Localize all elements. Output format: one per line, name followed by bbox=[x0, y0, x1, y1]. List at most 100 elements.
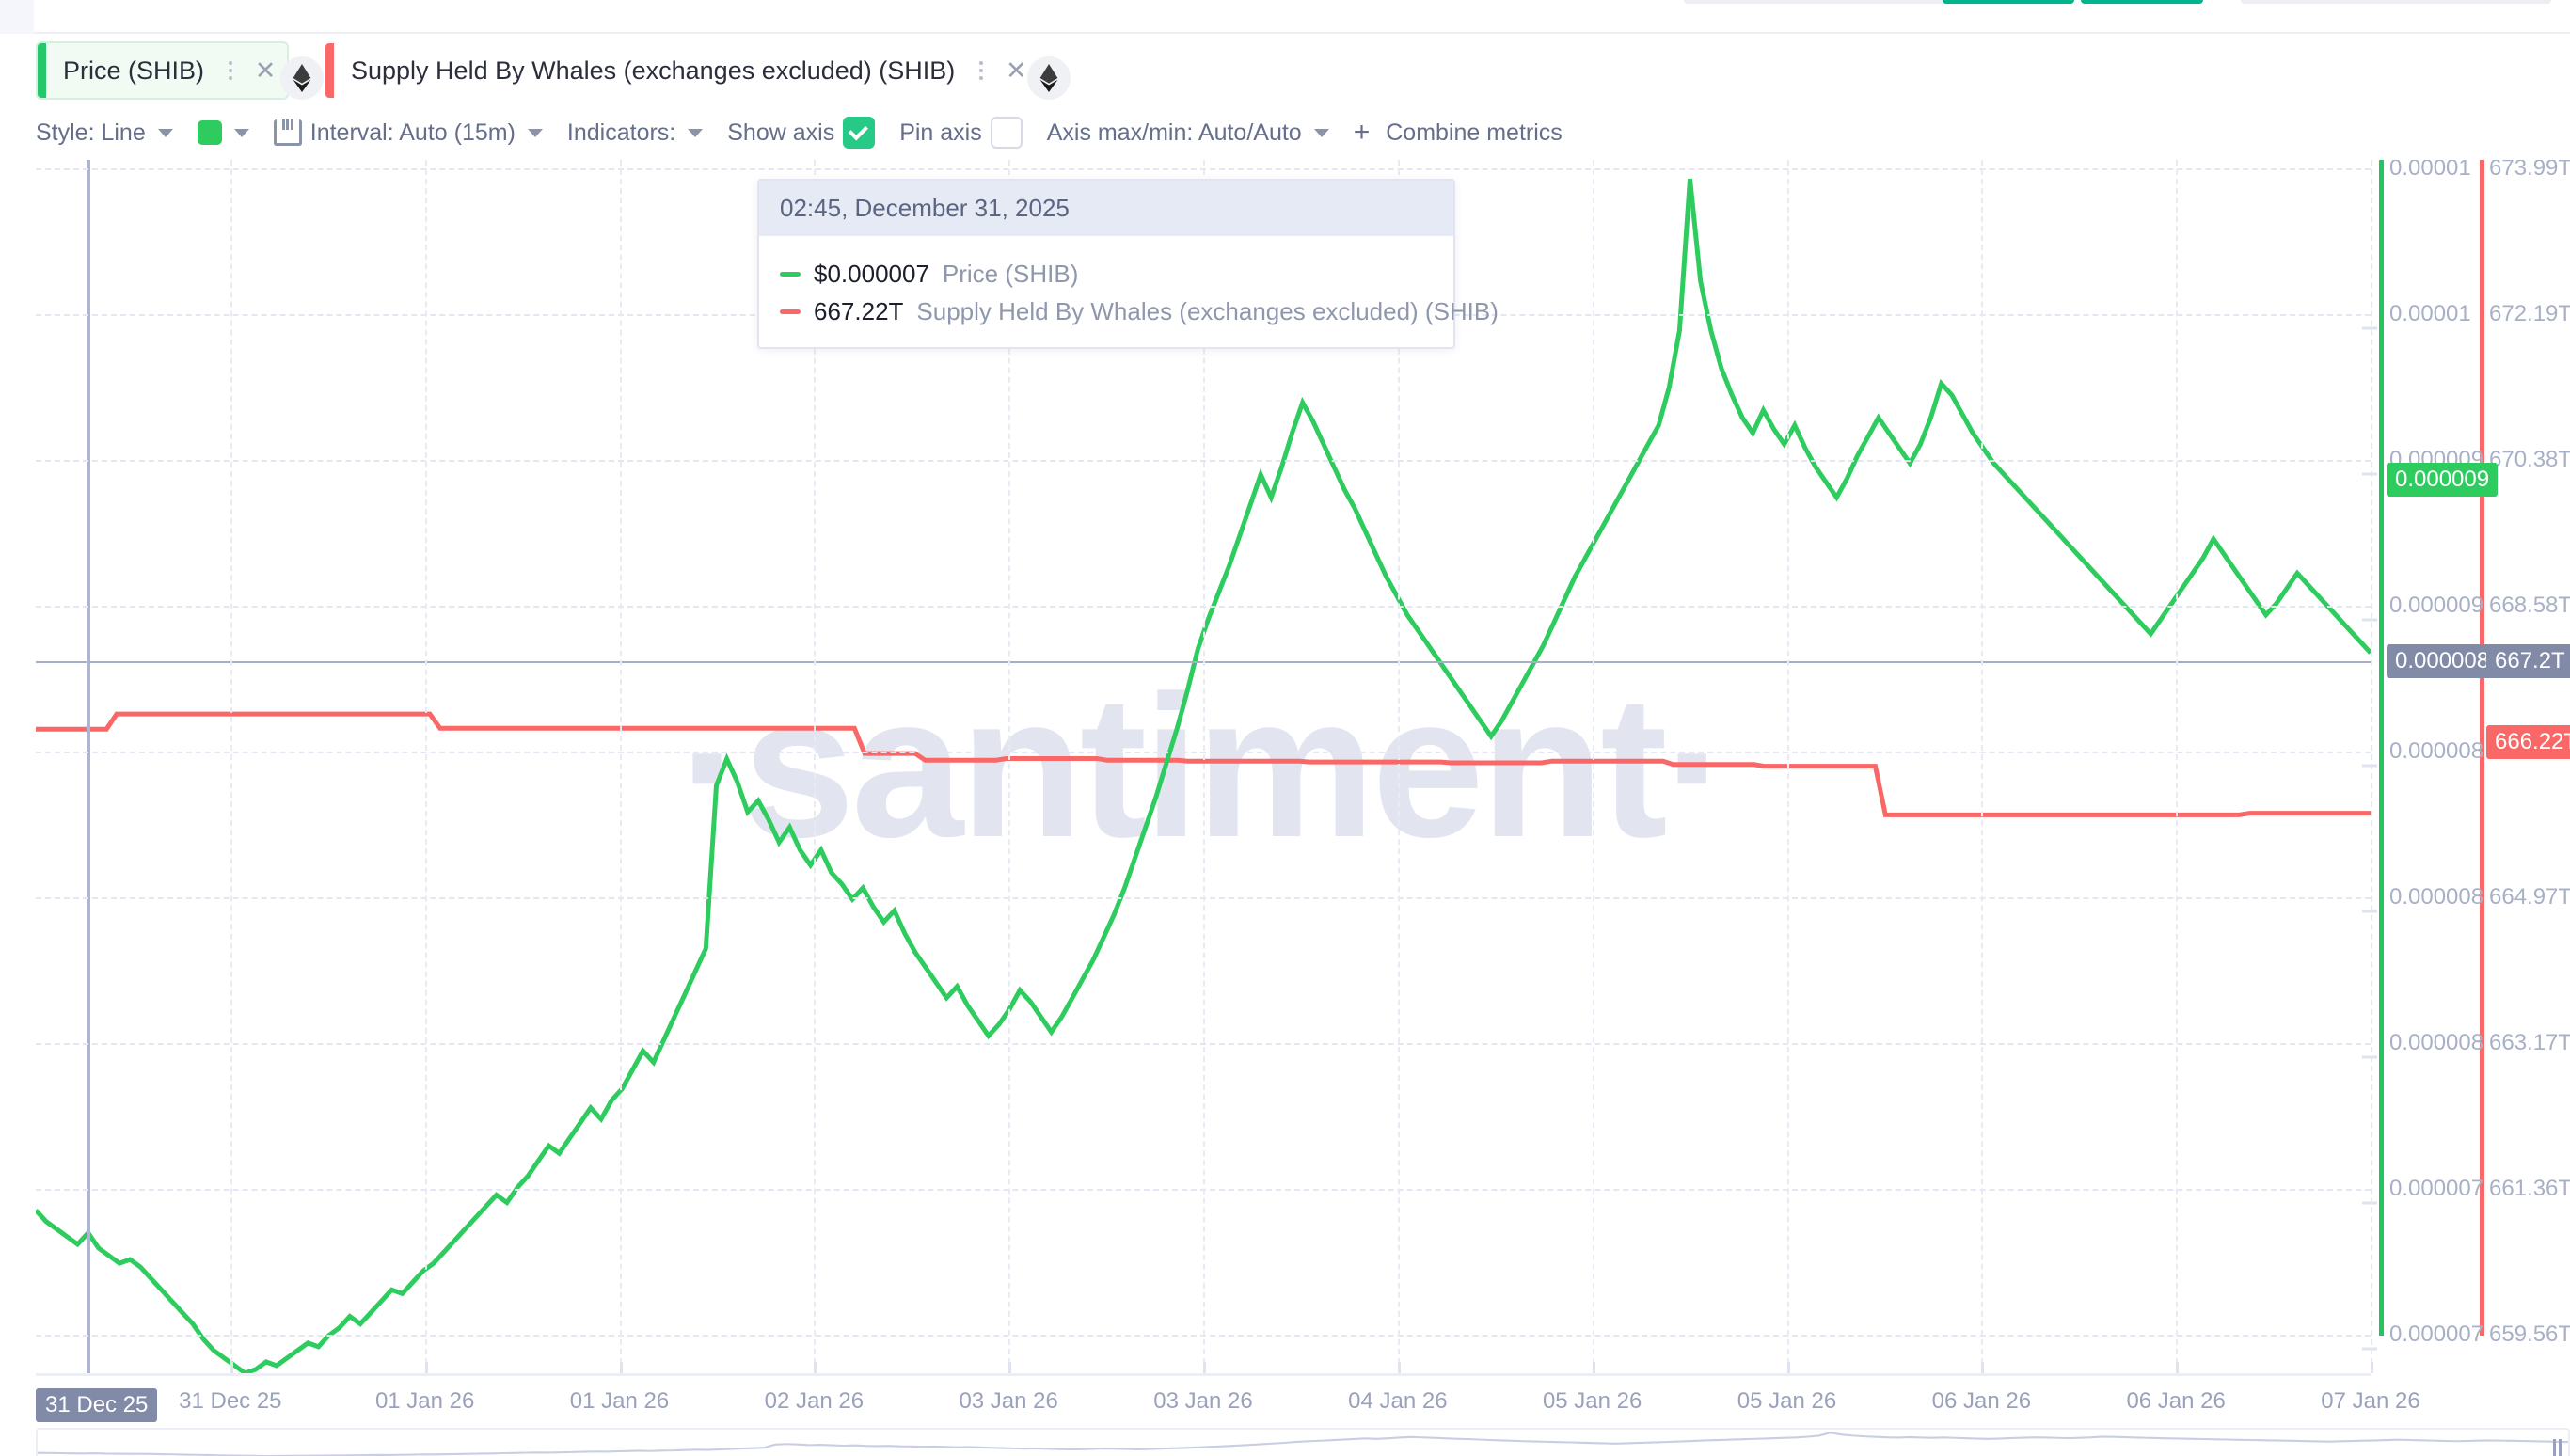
grid-line-vertical bbox=[619, 160, 622, 1373]
indicators-label: Indicators: bbox=[566, 119, 676, 146]
tooltip-value: 667.22T bbox=[814, 297, 904, 325]
top-ghost-tab-active-b[interactable] bbox=[2081, 0, 2203, 4]
price-axis-tick-label: 0.00001 bbox=[2389, 160, 2471, 181]
ethereum-diamond-glyph bbox=[1039, 64, 1058, 92]
style-dropdown[interactable]: Style: Line bbox=[36, 119, 173, 147]
color-swatch-icon bbox=[197, 120, 222, 145]
range-navigator[interactable] bbox=[36, 1428, 2570, 1456]
x-axis-tick-label: 31 Dec 25 bbox=[179, 1388, 282, 1414]
price-axis-tick-label: 0.00001 bbox=[2389, 301, 2471, 326]
show-axis-label: Show axis bbox=[727, 119, 835, 146]
price-axis-tick-label: 0.000008 bbox=[2389, 738, 2484, 764]
x-axis-tick bbox=[1592, 1362, 1595, 1373]
price-current-badge: 0.000009 bbox=[2387, 463, 2499, 497]
top-panel-sliver bbox=[0, 0, 2570, 34]
x-axis-tick bbox=[230, 1362, 233, 1373]
axis-tick bbox=[2362, 1201, 2377, 1205]
metric-chip-price[interactable]: Price (SHIB) ✕ bbox=[36, 41, 290, 100]
metric-chip-whales[interactable]: Supply Held By Whales (exchanges exclude… bbox=[324, 41, 1040, 100]
axis-minmax-label: Axis max/min: Auto/Auto bbox=[1046, 119, 1302, 146]
axis-tick bbox=[2362, 764, 2377, 768]
chevron-down-icon bbox=[688, 128, 704, 137]
crosshair-price-badge: 0.000008 bbox=[2387, 644, 2499, 678]
price-axis-tick-label: 0.000008 bbox=[2389, 1030, 2484, 1055]
price-axis-tick-label: 0.000008 bbox=[2389, 884, 2484, 910]
supply-current-badge: 666.22T bbox=[2486, 725, 2570, 759]
ethereum-diamond-icon[interactable] bbox=[1027, 56, 1071, 100]
x-axis-tick bbox=[1203, 1362, 1206, 1373]
pin-axis-checkbox[interactable] bbox=[990, 117, 1023, 149]
indicators-dropdown[interactable]: Indicators: bbox=[566, 119, 704, 147]
navigator-sparkline bbox=[38, 1432, 2568, 1456]
chevron-down-icon bbox=[233, 128, 249, 137]
color-dropdown[interactable] bbox=[197, 120, 249, 145]
axis-tick bbox=[2362, 1347, 2377, 1351]
metric-chip-label: Supply Held By Whales (exchanges exclude… bbox=[351, 56, 956, 85]
chevron-down-icon bbox=[1313, 128, 1329, 137]
combine-metrics-label: Combine metrics bbox=[1386, 119, 1563, 146]
grid-line-vertical bbox=[1981, 160, 1984, 1373]
navigator-right-handle[interactable] bbox=[2553, 1439, 2564, 1456]
axis-minmax-dropdown[interactable]: Axis max/min: Auto/Auto bbox=[1047, 119, 1329, 147]
supply-axis-line bbox=[2480, 160, 2484, 1336]
supply-axis-tick-label: 664.97T bbox=[2489, 884, 2570, 910]
metric-chip-color-bar bbox=[38, 43, 46, 98]
supply-axis-tick-label: 672.19T bbox=[2489, 301, 2570, 326]
tooltip-row: 667.22T Supply Held By Whales (exchanges… bbox=[780, 297, 1499, 326]
x-axis-tick-label: 01 Jan 26 bbox=[569, 1388, 670, 1414]
tooltip-body: $0.000007 Price (SHIB) 667.22T Supply He… bbox=[759, 236, 1499, 347]
price-axis-tick-label: 0.000007 bbox=[2389, 1321, 2484, 1347]
supply-axis-tick-label: 668.58T bbox=[2489, 593, 2570, 618]
metric-chip-menu-icon[interactable] bbox=[217, 52, 244, 89]
top-ghost-tab-2[interactable] bbox=[2241, 0, 2551, 4]
x-axis-tick bbox=[2371, 1362, 2373, 1373]
chart-tooltip: 02:45, December 31, 2025 $0.000007 Price… bbox=[757, 179, 1499, 349]
grid-line-vertical bbox=[1786, 160, 1789, 1373]
axis-tick bbox=[2362, 472, 2377, 476]
grid-line-vertical bbox=[1203, 160, 1205, 1373]
supply-axis-tick-label: 661.36T bbox=[2489, 1176, 2570, 1201]
interval-ruler-icon bbox=[273, 119, 302, 146]
metric-chip-close-icon[interactable]: ✕ bbox=[254, 55, 277, 85]
crosshair-supply-badge: 667.2T bbox=[2486, 644, 2570, 678]
axis-tick bbox=[2362, 618, 2377, 622]
x-axis-tick-label: 04 Jan 26 bbox=[1348, 1388, 1448, 1414]
x-axis-tick bbox=[814, 1362, 817, 1373]
style-label: Style: Line bbox=[36, 119, 146, 146]
grid-line-vertical bbox=[424, 160, 427, 1373]
chevron-down-icon bbox=[157, 128, 173, 137]
pin-axis-label: Pin axis bbox=[899, 119, 982, 146]
x-axis-tick-label: 02 Jan 26 bbox=[764, 1388, 865, 1414]
top-panel-left-block bbox=[0, 0, 34, 34]
supply-axis-tick-label: 659.56T bbox=[2489, 1321, 2570, 1347]
x-axis-tick bbox=[424, 1362, 428, 1373]
x-axis-tick bbox=[1981, 1362, 1985, 1373]
interval-label: Interval: Auto (15m) bbox=[309, 119, 516, 146]
plus-icon: + bbox=[1353, 117, 1371, 148]
price-axis-tick-label: 0.000007 bbox=[2389, 1176, 2484, 1201]
top-ghost-tab-1[interactable] bbox=[1684, 0, 1966, 4]
axis-tick bbox=[2362, 1055, 2377, 1059]
tooltip-value: $0.000007 bbox=[814, 260, 929, 288]
x-axis-tick bbox=[619, 1362, 623, 1373]
metric-chip-close-icon[interactable]: ✕ bbox=[1005, 55, 1027, 85]
x-axis-tick-label: 03 Jan 26 bbox=[1153, 1388, 1253, 1414]
x-axis-tick-label: 01 Jan 26 bbox=[374, 1388, 475, 1414]
combine-metrics-button[interactable]: + Combine metrics bbox=[1354, 119, 1563, 147]
pin-axis-toggle[interactable]: Pin axis bbox=[899, 117, 1023, 149]
ethereum-diamond-icon[interactable] bbox=[280, 56, 324, 100]
x-axis-tick-label: 06 Jan 26 bbox=[2126, 1388, 2226, 1414]
top-ghost-tab-active-a[interactable] bbox=[1943, 0, 2074, 4]
x-axis: 31 Dec 25 31 Dec 25 01 Jan 26 01 Jan 26 02 J… bbox=[0, 1362, 2570, 1430]
show-axis-checkbox[interactable] bbox=[843, 117, 876, 149]
show-axis-toggle[interactable]: Show axis bbox=[727, 117, 876, 149]
chart-toolbar: Style: Line Interval: Auto (15m) Indicat… bbox=[0, 105, 2570, 160]
axis-tick bbox=[2362, 910, 2377, 913]
interval-dropdown[interactable]: Interval: Auto (15m) bbox=[273, 119, 543, 147]
grid-line-vertical bbox=[2176, 160, 2179, 1373]
tooltip-metric-name: Supply Held By Whales (exchanges exclude… bbox=[916, 297, 1499, 325]
metric-chip-menu-icon[interactable] bbox=[968, 52, 994, 89]
grid-line-vertical bbox=[1592, 160, 1594, 1373]
crosshair-vertical-line bbox=[87, 160, 90, 1373]
